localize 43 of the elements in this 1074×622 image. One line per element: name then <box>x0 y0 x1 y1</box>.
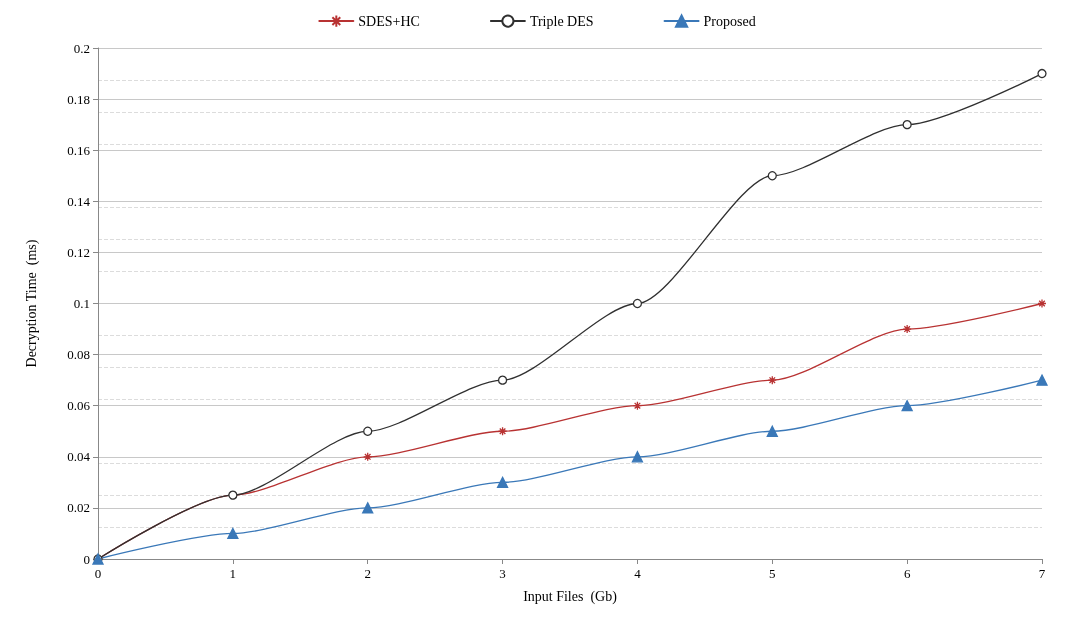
x-tick-label: 3 <box>499 566 506 581</box>
point <box>632 298 643 309</box>
y-tick-label: 0.04 <box>67 449 91 465</box>
y-tick-label: 0.12 <box>67 244 90 260</box>
x-tick-label: 0 <box>94 566 102 581</box>
x-axis-title: Input Files (Gb) <box>523 588 618 605</box>
point <box>363 452 373 462</box>
x-tick-label: 7 <box>1038 566 1046 581</box>
point <box>496 476 509 488</box>
point <box>497 426 508 436</box>
point <box>363 426 373 436</box>
point <box>767 171 777 181</box>
point <box>497 375 508 385</box>
point <box>767 375 777 385</box>
y-tick-label: 0.14 <box>67 193 91 209</box>
y-tick-label: 0.02 <box>67 500 90 516</box>
x-tick-label: 6 <box>903 566 911 581</box>
point <box>901 400 913 412</box>
point <box>632 401 643 411</box>
point <box>1037 68 1047 79</box>
point <box>902 324 912 334</box>
y-axis-title: Decryption Time (ms) <box>23 239 40 368</box>
y-tick-label: 0 <box>83 551 90 567</box>
point <box>362 502 374 514</box>
point <box>1037 298 1047 309</box>
y-tick-label: 0.08 <box>67 347 90 363</box>
y-tick-label: 0.18 <box>67 91 90 107</box>
x-tick-label: 1 <box>229 566 237 581</box>
y-tick-label: 0.2 <box>73 40 90 56</box>
x-tick-label: 5 <box>769 566 776 581</box>
point <box>902 120 912 130</box>
point <box>631 451 644 463</box>
point <box>1036 374 1048 386</box>
y-tick-label: 0.06 <box>67 398 91 414</box>
y-tick-label: 0.1 <box>73 296 90 311</box>
legend-label: Triple DES <box>529 13 594 29</box>
y-tick-label: 0.16 <box>67 142 91 158</box>
legend-label: SDES+HC <box>358 13 420 29</box>
legend-label: Proposed <box>703 13 756 29</box>
point <box>227 527 239 540</box>
x-tick-label: 4 <box>634 566 642 581</box>
point <box>766 425 778 437</box>
x-tick-label: 2 <box>364 566 371 581</box>
